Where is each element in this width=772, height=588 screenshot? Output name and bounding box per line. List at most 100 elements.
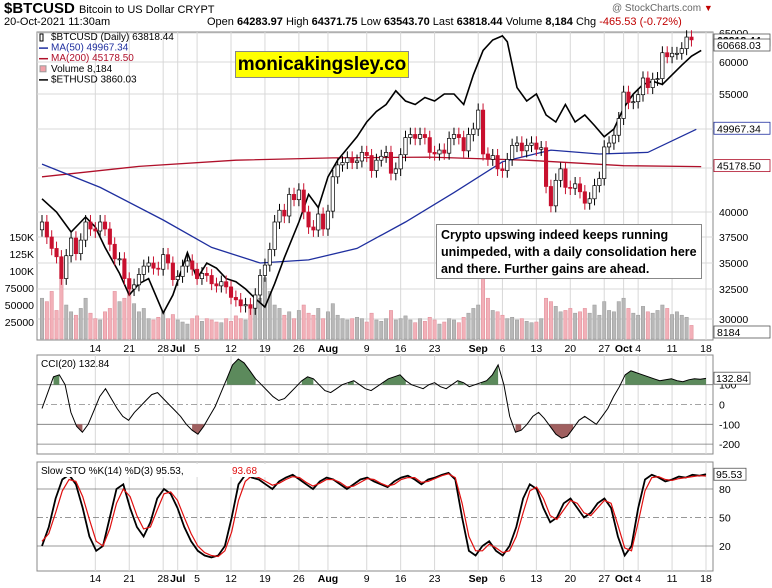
volume-bar: [645, 311, 650, 340]
volume-bar: [369, 312, 374, 340]
volume-bar: [335, 314, 340, 340]
sto-legend: Slow STO %K(14) %D(3) 95.53,: [41, 466, 184, 477]
x-tick-label-top: 13: [531, 343, 543, 355]
candle-body: [170, 262, 175, 280]
candle-body: [321, 213, 326, 230]
x-tick-label-bottom: 4: [635, 573, 641, 585]
x-tick-label-top: 5: [194, 343, 200, 355]
volume-bar: [650, 312, 655, 340]
cci-legend: CCI(20) 132.84: [41, 359, 110, 370]
x-tick-label-bottom: Jul: [170, 573, 185, 585]
candle-body: [127, 278, 132, 290]
x-tick-label-bottom: 11: [667, 573, 678, 585]
provider-logo[interactable]: @ StockCharts.com ▼: [612, 3, 713, 14]
volume-bar: [151, 319, 156, 340]
candle-body: [626, 91, 631, 103]
candle-body: [611, 134, 616, 144]
x-tick-label-top: 16: [395, 343, 407, 355]
x-tick-label-top: 28: [157, 343, 169, 355]
volume-bar: [316, 308, 321, 340]
volume-bar: [306, 312, 311, 340]
volume-bar: [107, 308, 112, 340]
legend-entry: MA(50) 49967.34: [51, 43, 129, 54]
volume-bar: [209, 319, 214, 340]
sto-tick-label: 50: [719, 513, 731, 525]
volume-bar: [69, 311, 74, 340]
candle-body: [112, 243, 117, 260]
volume-bar: [684, 316, 689, 340]
volume-bar: [229, 321, 233, 340]
candle-body: [650, 78, 655, 88]
candle-body: [548, 186, 553, 207]
candle-body: [195, 268, 200, 279]
candle-body: [607, 142, 612, 148]
volume-bar: [515, 319, 519, 340]
candle-body: [83, 221, 88, 241]
sto-panel: [36, 461, 714, 572]
volume-bar: [611, 311, 616, 340]
candle-body: [228, 286, 234, 298]
volume-bar: [277, 308, 282, 340]
volume-bar: [141, 308, 146, 340]
candle-body: [69, 237, 74, 257]
x-tick-label-top: 4: [635, 343, 641, 355]
candle-body: [146, 262, 151, 267]
symbol-name: $BTCUSD: [4, 0, 75, 17]
watermark: monicakingsley.co: [235, 51, 409, 78]
volume-bar: [73, 314, 78, 340]
volume-label: Volume: [505, 16, 543, 28]
volume-bar: [452, 319, 456, 340]
candle-body: [272, 221, 277, 250]
candle-body: [219, 281, 224, 287]
candle-body: [379, 155, 384, 161]
price-tag-label: 8184: [717, 327, 741, 339]
candle-body: [476, 109, 481, 130]
candle-body: [54, 248, 59, 258]
price-tick-label: 35000: [719, 258, 748, 270]
volume-bar: [607, 310, 612, 340]
candle-body: [529, 142, 534, 146]
x-tick-label-bottom: 5: [194, 573, 200, 585]
legend-entry: Volume 8,184: [51, 64, 113, 75]
volume-bar: [190, 318, 195, 340]
candle-body: [311, 226, 316, 231]
x-tick-label-bottom: 18: [700, 573, 712, 585]
candle-body: [165, 254, 171, 264]
candle-body: [388, 152, 394, 174]
candle-body: [451, 134, 457, 139]
candle-body: [403, 137, 408, 156]
volume-bar: [553, 306, 558, 340]
volume-bar: [539, 318, 544, 340]
volume-bar: [616, 301, 621, 340]
candle-body: [621, 91, 626, 119]
volume-bar: [321, 318, 326, 340]
symbol-title: $BTCUSD Bitcoin to US Dollar CRYPT: [4, 0, 215, 17]
volume-bar: [442, 321, 447, 340]
candle-body: [573, 183, 578, 189]
price-tick-label: 32500: [719, 284, 748, 296]
volume-bar: [112, 291, 117, 340]
candle-body: [306, 211, 311, 228]
volume-tick-label: 125K: [9, 249, 34, 261]
candle-body: [514, 142, 520, 146]
x-tick-label-bottom: 14: [89, 573, 101, 585]
volume-bar: [422, 321, 427, 340]
candle-body: [674, 52, 679, 55]
volume-bar: [389, 310, 393, 340]
candle-body: [345, 157, 350, 163]
candle-body: [141, 265, 146, 275]
volume-bar: [374, 319, 379, 340]
volume-bar: [156, 316, 161, 340]
volume-bar: [393, 319, 398, 340]
candle-body: [98, 221, 103, 232]
volume-bar: [582, 308, 587, 340]
cci-positive-area: [226, 359, 256, 385]
volume-bar: [563, 310, 568, 340]
legend-box-icon: [39, 65, 47, 73]
candle-body: [117, 258, 122, 261]
price-tag-box: [713, 38, 771, 52]
volume-bar: [461, 316, 466, 340]
sto-d-line: [41, 473, 707, 558]
